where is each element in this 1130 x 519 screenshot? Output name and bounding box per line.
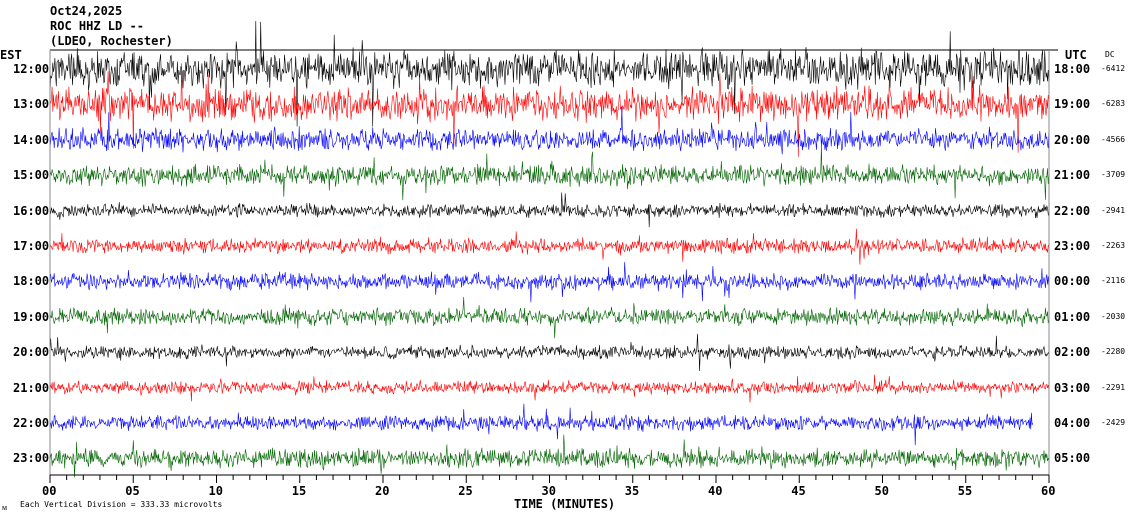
est-hour-label: 18:00 xyxy=(13,274,50,289)
dc-value: -2291 xyxy=(1101,382,1126,392)
dc-value: -3709 xyxy=(1101,170,1126,180)
x-tick-label: 15 xyxy=(291,484,307,498)
trace-row-2000 xyxy=(49,333,1050,372)
x-tick-label: 10 xyxy=(208,484,223,498)
x-tick-label: 05 xyxy=(125,484,140,498)
utc-hour-label: 20:00 xyxy=(1054,132,1091,147)
utc-label: UTC xyxy=(1065,48,1087,62)
est-hour-label: 13:00 xyxy=(13,97,50,112)
utc-hour-label: 02:00 xyxy=(1054,345,1091,360)
trace-row-2100 xyxy=(49,374,1050,403)
trace-row-1800 xyxy=(49,262,1050,303)
dc-value: -2263 xyxy=(1101,241,1126,250)
dc-value: -6412 xyxy=(1101,64,1126,73)
est-hour-label: 20:00 xyxy=(13,345,50,360)
utc-hour-label: 21:00 xyxy=(1054,168,1091,183)
scale-icon: ᴍ xyxy=(2,503,8,512)
utc-hour-label: 03:00 xyxy=(1054,380,1091,395)
trace-row-1400 xyxy=(49,106,1050,155)
trace-row-1200 xyxy=(49,20,1050,127)
est-hour-label: 12:00 xyxy=(13,62,50,76)
trace-row-1500 xyxy=(49,144,1050,201)
dc-value: -4566 xyxy=(1101,134,1126,144)
x-tick-label: 25 xyxy=(458,484,473,498)
x-tick-label: 55 xyxy=(957,484,973,498)
dc-value: -2941 xyxy=(1101,205,1126,215)
est-hour-label: 23:00 xyxy=(13,451,50,466)
est-hour-label: 22:00 xyxy=(13,416,50,430)
x-axis-title: TIME (MINUTES) xyxy=(514,497,616,511)
dc-value: -2429 xyxy=(1101,418,1126,427)
utc-hour-label: 19:00 xyxy=(1054,97,1091,112)
est-label: EST xyxy=(0,48,22,62)
trace-row-1300 xyxy=(49,63,1050,157)
trace-row-2300 xyxy=(49,434,1050,478)
x-tick-label: 30 xyxy=(541,484,556,498)
station-label: ROC HHZ LD -- xyxy=(50,19,144,33)
dc-value: -2280 xyxy=(1101,347,1126,357)
trace-row-1900 xyxy=(49,296,1050,339)
x-tick-label: 50 xyxy=(874,484,889,498)
utc-hour-label: 01:00 xyxy=(1054,309,1091,324)
trace-row-1600 xyxy=(49,192,1050,228)
trace-row-1700 xyxy=(49,228,1050,265)
x-tick-label: 00 xyxy=(42,484,57,498)
utc-hour-label: 04:00 xyxy=(1054,416,1091,430)
trace-row-2200 xyxy=(50,403,1034,446)
est-hour-label: 16:00 xyxy=(13,203,50,218)
dc-value: -2030 xyxy=(1101,311,1126,321)
dc-value: -6283 xyxy=(1101,99,1126,109)
dc-header: DC xyxy=(1105,50,1115,59)
dc-value: -2116 xyxy=(1101,276,1126,286)
x-tick-label: 40 xyxy=(708,484,723,498)
utc-hour-label: 00:00 xyxy=(1054,274,1091,289)
utc-hour-label: 23:00 xyxy=(1054,239,1091,253)
x-tick-label: 45 xyxy=(791,484,806,498)
utc-hour-label: 18:00 xyxy=(1054,62,1091,76)
est-hour-label: 14:00 xyxy=(13,132,50,147)
scale-note: Each Vertical Division = 333.33 microvol… xyxy=(20,500,223,509)
x-tick-label: 35 xyxy=(624,484,640,498)
est-hour-label: 19:00 xyxy=(13,309,50,324)
est-hour-label: 21:00 xyxy=(13,380,50,395)
date-label: Oct24,2025 xyxy=(50,4,123,18)
utc-hour-label: 05:00 xyxy=(1054,451,1091,466)
x-tick-label: 60 xyxy=(1041,484,1056,498)
location-label: (LDEO, Rochester) xyxy=(50,34,173,48)
utc-hour-label: 22:00 xyxy=(1054,203,1091,218)
est-hour-label: 15:00 xyxy=(13,168,50,183)
est-hour-label: 17:00 xyxy=(13,239,50,253)
x-tick-label: 20 xyxy=(375,484,390,498)
